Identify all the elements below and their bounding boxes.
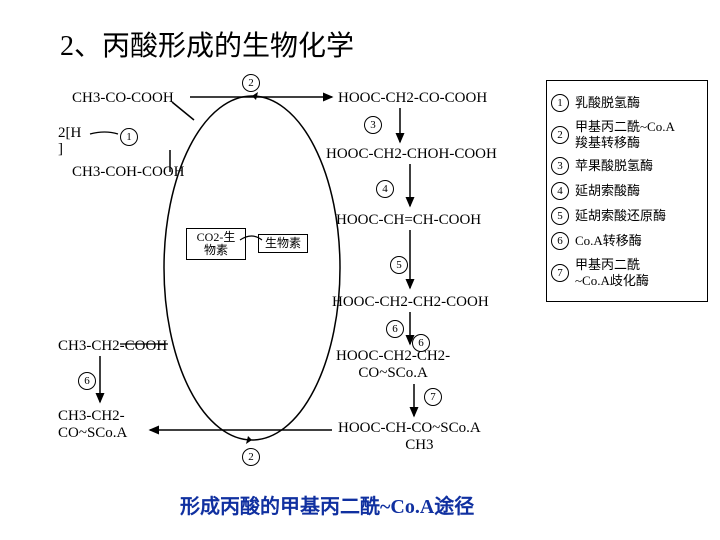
legend-row: 2 甲基丙二酰~Co.A 羧基转移酶 xyxy=(551,119,703,150)
legend-row: 5 延胡索酸还原酶 xyxy=(551,207,703,225)
legend-txt: Co.A转移酶 xyxy=(575,233,703,249)
legend-num: 6 xyxy=(551,232,569,250)
legend-txt: 乳酸脱氢酶 xyxy=(575,95,703,111)
legend-txt: 甲基丙二酰 ~Co.A歧化酶 xyxy=(575,257,703,288)
legend-row: 1 乳酸脱氢酶 xyxy=(551,94,703,112)
legend-txt: 延胡索酸还原酶 xyxy=(575,208,703,224)
legend: 1乳酸脱氢酶 2甲基丙二酰~Co.A 羧基转移酶 3苹果酸脱氢酶 4延胡索酸酶 … xyxy=(546,80,708,302)
legend-num: 7 xyxy=(551,264,569,282)
legend-num: 4 xyxy=(551,182,569,200)
legend-num: 1 xyxy=(551,94,569,112)
legend-row: 3 苹果酸脱氢酶 xyxy=(551,157,703,175)
legend-row: 7 甲基丙二酰 ~Co.A歧化酶 xyxy=(551,257,703,288)
legend-num: 3 xyxy=(551,157,569,175)
legend-txt: 甲基丙二酰~Co.A 羧基转移酶 xyxy=(575,119,703,150)
legend-txt: 苹果酸脱氢酶 xyxy=(575,158,703,174)
caption: 形成丙酸的甲基丙二酰~Co.A途径 xyxy=(180,490,474,519)
legend-num: 5 xyxy=(551,207,569,225)
legend-row: 6 Co.A转移酶 xyxy=(551,232,703,250)
legend-txt: 延胡索酸酶 xyxy=(575,183,703,199)
legend-num: 2 xyxy=(551,126,569,144)
legend-row: 4 延胡索酸酶 xyxy=(551,182,703,200)
